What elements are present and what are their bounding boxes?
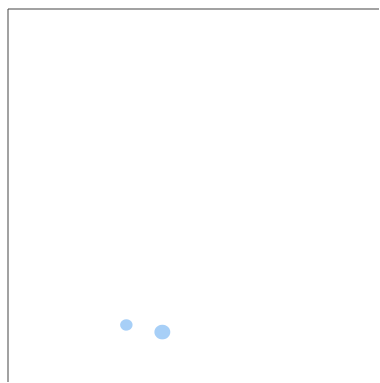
scatter-point-2: [154, 324, 171, 340]
scatter-point-1: [120, 319, 133, 331]
plot-area: [8, 9, 379, 382]
points-layer: [120, 319, 171, 340]
